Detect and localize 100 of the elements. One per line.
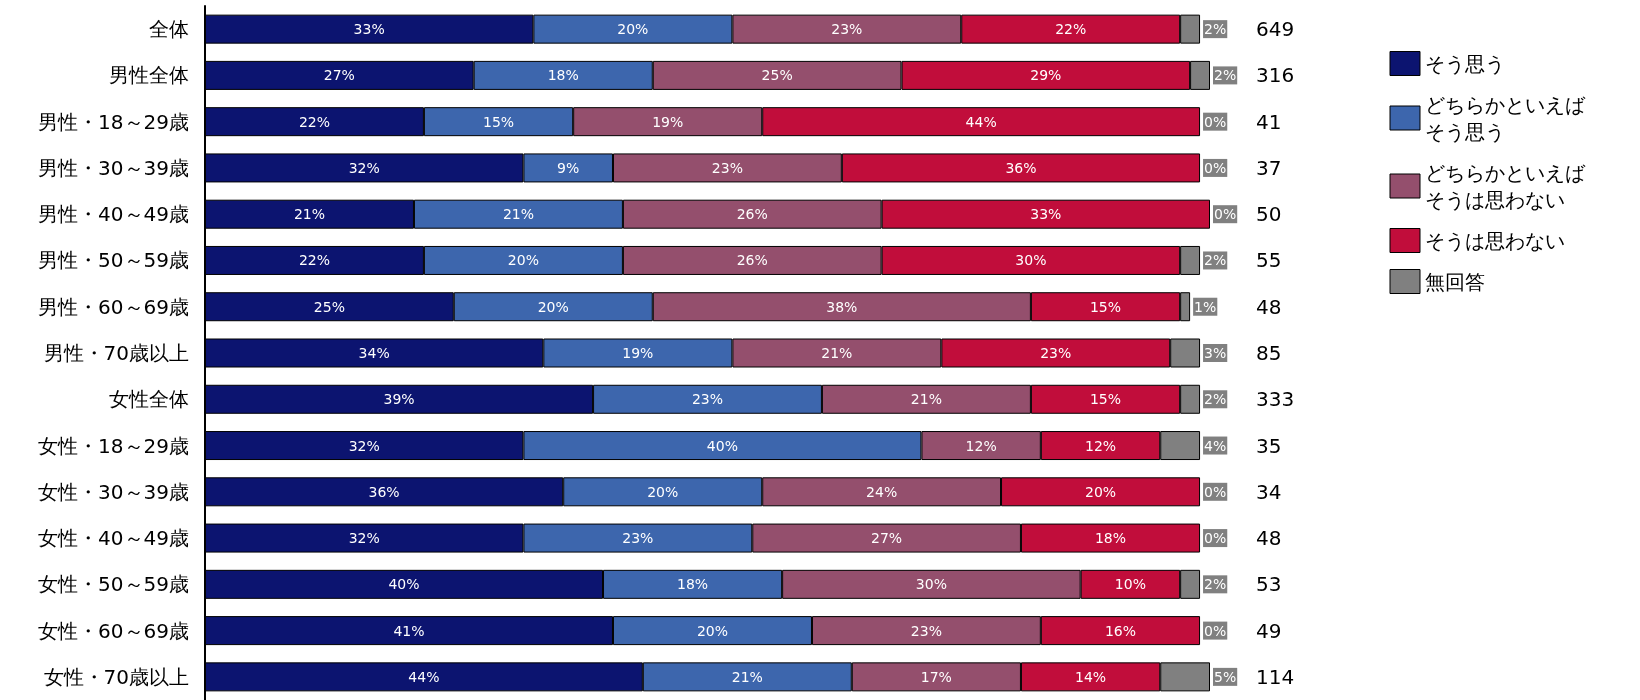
data-label: 29%	[1030, 67, 1062, 84]
y-tick-label: 女性・50～59歳	[38, 572, 189, 597]
text: 53	[1256, 572, 1282, 597]
data-label: 2%	[1204, 391, 1227, 408]
data-label: 0%	[1204, 159, 1227, 176]
data-label: 21%	[910, 391, 942, 408]
y-tick-label: 女性・70歳以上	[43, 664, 189, 689]
text: 114	[1256, 664, 1295, 689]
legend-label: そう思う	[1425, 51, 1505, 76]
data-label: 0%	[1204, 622, 1227, 639]
data-label: 20%	[507, 252, 539, 269]
y-tick-label: 男性・60～69歳	[38, 294, 189, 319]
data-label: 3%	[1204, 345, 1227, 361]
text: 333	[1256, 387, 1295, 412]
data-label: 12%	[965, 437, 997, 454]
y-tick-label: 男性・30～39歳	[38, 155, 189, 180]
data-label: 23%	[831, 21, 863, 38]
data-label: 21%	[293, 206, 326, 223]
y-tick-label: 男性・40～49歳	[38, 202, 189, 227]
data-label: 23%	[910, 622, 942, 639]
data-label: 32%	[348, 159, 380, 176]
y-tick-label: 男性・70歳以上	[43, 341, 189, 365]
data-label: 38%	[826, 298, 858, 315]
data-label: 24%	[866, 483, 898, 500]
data-label: 22%	[298, 113, 331, 130]
data-label: 33%	[353, 21, 385, 38]
y-tick-label: 男性全体	[109, 63, 189, 88]
data-label: 0%	[1204, 113, 1227, 130]
text: 49	[1256, 618, 1282, 643]
y-tick-label: 女性・18～29歳	[38, 433, 189, 458]
data-label: 23%	[711, 159, 743, 176]
data-label: 23%	[1040, 345, 1072, 361]
text: 316	[1256, 63, 1295, 88]
text: 55	[1256, 248, 1282, 273]
y-tick-label: 女性・40～49歳	[38, 526, 189, 551]
data-label: 14%	[1075, 668, 1107, 685]
data-label: 34%	[358, 345, 390, 361]
data-label: 25%	[761, 67, 793, 84]
data-label: 2%	[1214, 67, 1237, 84]
data-label: 21%	[502, 206, 534, 223]
data-label: 32%	[348, 437, 380, 454]
data-label: 16%	[1104, 622, 1137, 639]
text: 41	[1256, 109, 1282, 134]
data-label: 18%	[1094, 530, 1127, 547]
data-label: 20%	[696, 622, 729, 639]
data-label: 20%	[647, 483, 679, 500]
data-label: 23%	[622, 530, 654, 547]
data-label: 40%	[706, 437, 738, 454]
data-label: 36%	[1005, 159, 1037, 176]
data-label: 2%	[1204, 21, 1227, 38]
data-label: 20%	[537, 298, 569, 315]
data-label: 25%	[313, 298, 345, 315]
text: 34	[1256, 479, 1282, 504]
data-label: 18%	[547, 67, 579, 84]
data-label: 20%	[1084, 483, 1117, 500]
data-label: 22%	[1055, 21, 1087, 38]
y-tick-label: 女性全体	[109, 387, 189, 412]
data-label: 44%	[408, 668, 440, 685]
legend-label: どちらかといえばそうは思わない	[1425, 160, 1586, 212]
data-label: 21%	[731, 668, 763, 685]
text: 48	[1256, 294, 1282, 319]
y-tick-label: 全体	[149, 17, 189, 42]
legend-label: そうは思わない	[1425, 228, 1565, 253]
data-label: 30%	[1015, 252, 1047, 269]
data-label: 4%	[1204, 437, 1227, 454]
data-label: 27%	[323, 67, 355, 84]
data-label: 2%	[1204, 576, 1227, 593]
y-tick-label: 女性・60～69歳	[38, 618, 189, 643]
data-label: 21%	[821, 345, 853, 361]
data-label: 10%	[1114, 576, 1146, 593]
text: 649	[1256, 17, 1295, 42]
data-label: 26%	[736, 252, 768, 269]
data-label: 15%	[1089, 298, 1122, 315]
data-label: 27%	[871, 530, 903, 547]
data-label: 2%	[1204, 252, 1227, 269]
y-tick-label: 男性・50～59歳	[38, 248, 189, 273]
data-label: 30%	[915, 576, 947, 593]
data-label: 22%	[298, 252, 331, 269]
data-label: 40%	[388, 576, 420, 593]
text: 48	[1256, 526, 1282, 551]
data-label: 19%	[652, 113, 684, 130]
data-label: 39%	[383, 391, 415, 408]
y-tick-label: 男性・18～29歳	[38, 109, 189, 134]
data-label: 9%	[557, 159, 580, 176]
legend-label: どちらかといえばそう思う	[1425, 92, 1586, 144]
data-label: 41%	[393, 622, 425, 639]
data-label: 44%	[965, 113, 997, 130]
text: 37	[1256, 155, 1282, 180]
data-label: 33%	[1030, 206, 1062, 223]
data-label: 0%	[1214, 206, 1237, 223]
data-label: 17%	[920, 668, 952, 685]
data-label: 1%	[1194, 298, 1217, 315]
data-label: 15%	[1089, 391, 1122, 408]
y-tick-label: 女性・30～39歳	[38, 479, 189, 504]
data-label: 5%	[1214, 668, 1237, 685]
data-label: 32%	[348, 530, 380, 547]
data-label: 15%	[482, 113, 515, 130]
text: 85	[1256, 341, 1282, 365]
data-label: 26%	[736, 206, 768, 223]
legend-label: 無回答	[1425, 269, 1485, 294]
